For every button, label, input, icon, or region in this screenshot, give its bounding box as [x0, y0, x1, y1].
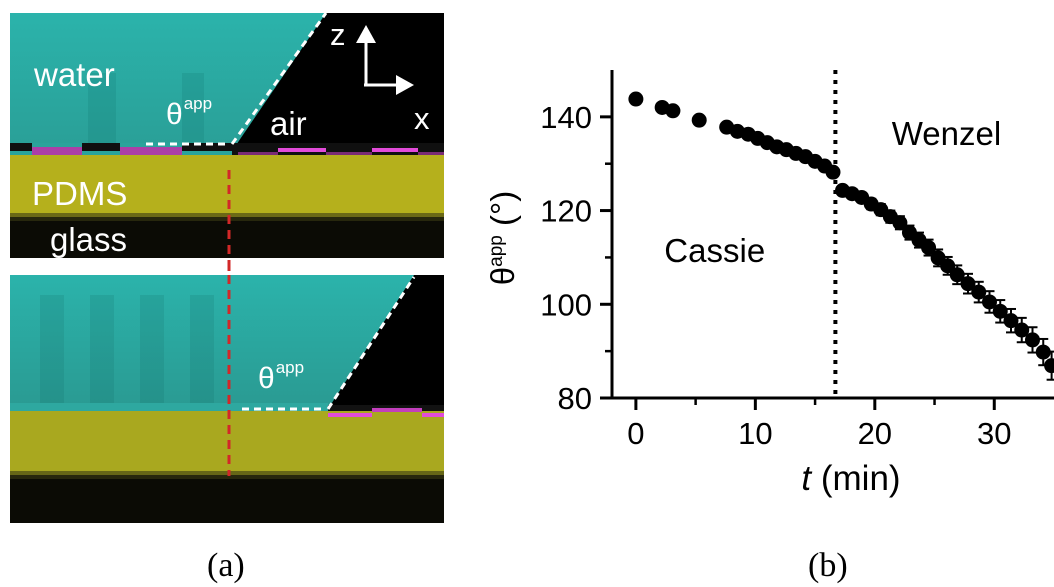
- data-point-35: [1024, 332, 1040, 348]
- x-tick-label-20: 20: [858, 416, 892, 451]
- axis-z-label: z: [330, 17, 346, 52]
- tangent-dashed: [230, 13, 328, 145]
- x-axis-label-variable: t: [801, 459, 812, 498]
- data-point-37: [1044, 358, 1054, 374]
- y-tick-label-140: 140: [540, 100, 592, 135]
- data-point-30: [971, 284, 987, 300]
- data-point-2: [665, 103, 681, 119]
- theta-superscript-bottom: app: [275, 358, 305, 377]
- data-point-27: [940, 258, 956, 274]
- annotation-cassie: Cassie: [664, 232, 765, 269]
- theta-app-label-top: θapp: [166, 95, 212, 131]
- y-axis-label-symbol: θ: [484, 267, 521, 285]
- theta-superscript: app: [183, 94, 213, 113]
- tangent-dashed-bottom: [326, 276, 416, 410]
- y-tick-label-120: 120: [540, 194, 592, 229]
- contact-angle-chart: 0 10 20 30 80 100 120 140 t (min) θapp (°) Cassie W…: [484, 70, 1054, 498]
- surface-pillars: [10, 143, 444, 155]
- surface-pillars-bottom: [10, 403, 444, 417]
- micrograph-top-image: [10, 13, 444, 258]
- data-point-31: [981, 294, 997, 310]
- x-tick-label-0: 0: [627, 416, 644, 451]
- data-point-34: [1014, 322, 1030, 338]
- caption-b: (b): [808, 547, 848, 584]
- x-tick-label-10: 10: [738, 416, 772, 451]
- micrograph-bottom: θapp: [10, 275, 444, 523]
- data-series: [628, 91, 1054, 381]
- data-point-0: [628, 91, 644, 107]
- reference-line-overlay: [227, 170, 231, 476]
- theta-app-label-bottom: θapp: [258, 359, 304, 395]
- theta-symbol-bottom: θ: [258, 362, 275, 395]
- micrograph-bottom-image: [10, 275, 444, 523]
- data-point-15: [825, 164, 841, 180]
- x-axis-label: t (min): [801, 459, 900, 498]
- y-tick-label-100: 100: [540, 287, 592, 322]
- pdms-layer-bottom: [10, 411, 444, 475]
- y-tick-label-80: 80: [558, 381, 592, 416]
- y-axis-label-unit: (°): [484, 191, 521, 235]
- axis-arrows: [356, 25, 414, 95]
- caption-a: (a): [207, 547, 245, 584]
- data-point-28: [949, 267, 965, 283]
- data-point-29: [960, 276, 976, 292]
- data-point-32: [992, 303, 1008, 319]
- micrograph-top: water air PDMS glass θapp z x: [10, 13, 444, 258]
- data-point-33: [1003, 313, 1019, 329]
- axis-x-label: x: [414, 101, 430, 136]
- water-region-bottom: [10, 275, 414, 409]
- x-axis-label-unit: (min): [811, 459, 900, 498]
- data-point-25: [921, 240, 937, 256]
- data-point-22: [892, 215, 908, 231]
- water-region: [10, 13, 326, 151]
- x-tick-label-30: 30: [977, 416, 1011, 451]
- y-axis-label-superscript: app: [486, 235, 507, 267]
- annotation-wenzel: Wenzel: [892, 115, 1001, 152]
- pdms-label: PDMS: [32, 175, 128, 212]
- glass-layer: [10, 217, 444, 258]
- pdms-layer: [10, 155, 444, 217]
- data-point-36: [1035, 344, 1051, 360]
- glass-label: glass: [50, 221, 128, 258]
- data-point-3: [691, 112, 707, 128]
- glass-layer-bottom: [10, 475, 444, 523]
- theta-symbol: θ: [166, 98, 183, 131]
- y-axis-label: θapp (°): [484, 191, 521, 285]
- air-label: air: [270, 105, 307, 142]
- water-label: water: [34, 56, 115, 93]
